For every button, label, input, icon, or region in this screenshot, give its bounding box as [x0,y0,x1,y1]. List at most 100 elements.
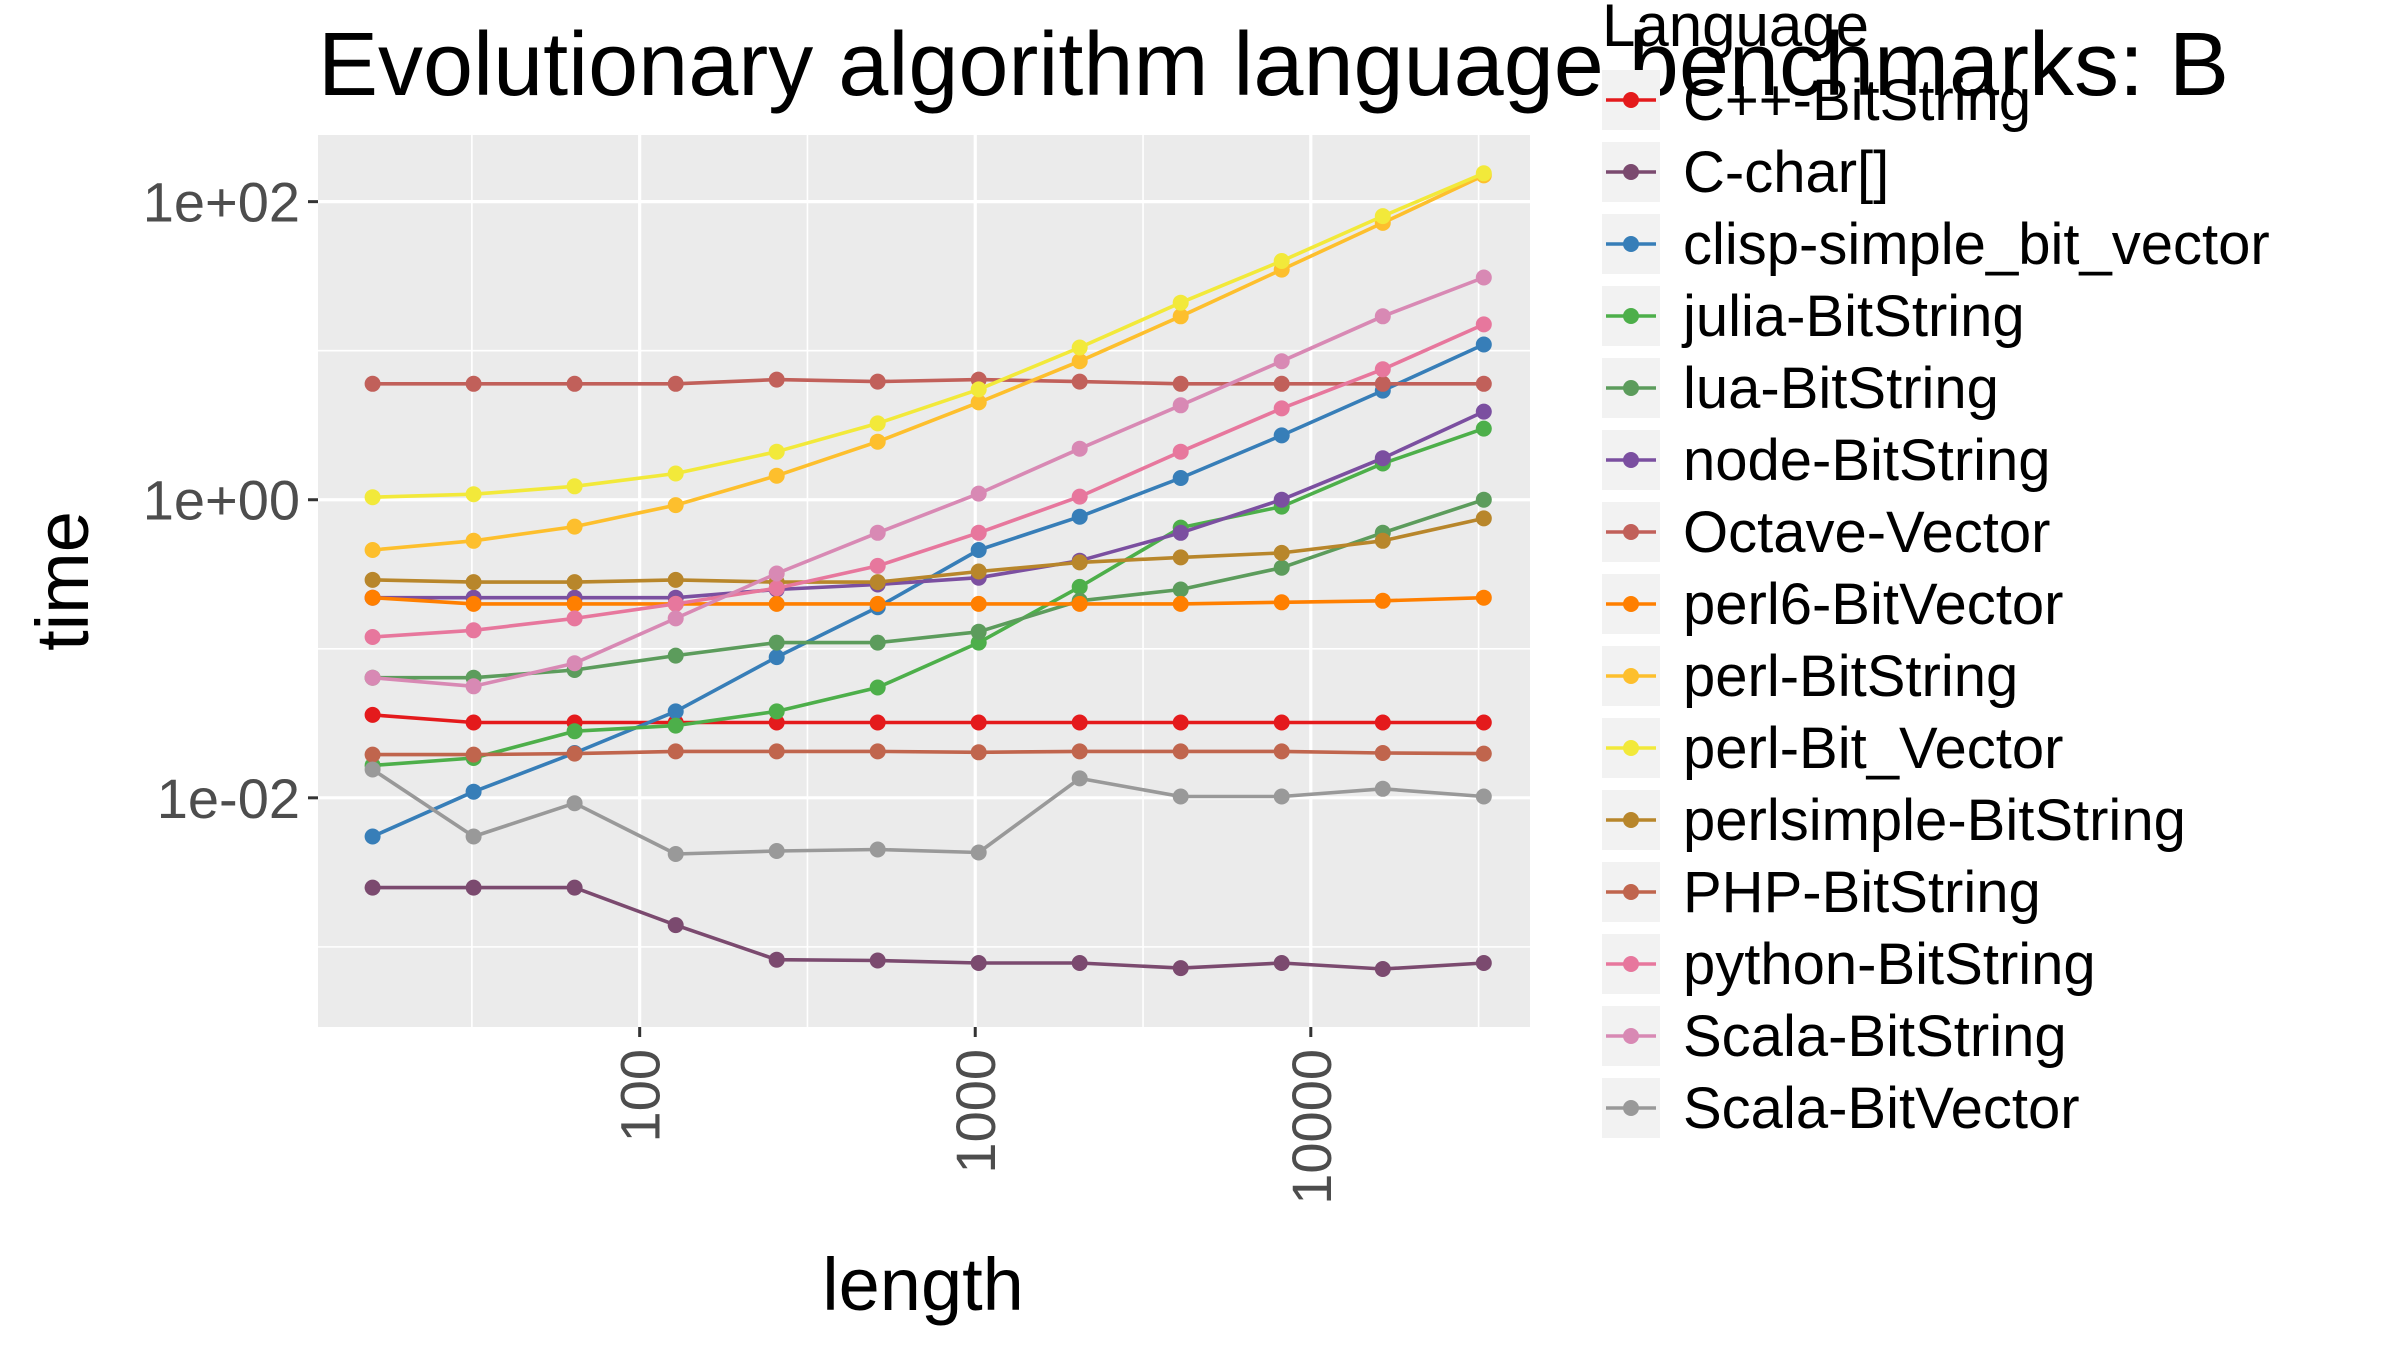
data-point [869,679,886,696]
legend-key-point [1623,1100,1639,1116]
data-point [869,714,886,731]
legend: Language C++-BitString C-char[] clisp-simp… [1602,0,2270,1141]
data-point [465,678,482,695]
data-point [869,952,886,969]
legend-item-php-bitstring: PHP-BitString [1602,860,2041,925]
data-point [869,841,886,858]
data-point [970,955,987,971]
data-point [1475,589,1492,606]
legend-key-point [1623,308,1639,324]
data-point [1374,961,1391,977]
data-point [1172,595,1189,612]
data-point [1273,955,1290,971]
legend-item-c-char: C-char[] [1602,140,1889,205]
data-point [364,571,381,588]
data-point [1172,549,1189,566]
data-point [1071,554,1088,571]
data-point [768,467,785,484]
data-point [465,746,482,763]
data-point [364,375,381,392]
x-axis-title: length [822,1243,1024,1326]
legend-label: clisp-simple_bit_vector [1683,212,2270,277]
series-scala-bitvector [364,761,1492,862]
data-point [1475,788,1492,805]
series-lua-bitstring [364,491,1492,686]
data-point [667,846,684,862]
data-point [869,595,886,612]
legend-key-point [1623,236,1639,252]
data-point [768,565,785,582]
legend-label: perl6-BitVector [1683,572,2063,637]
legend-item-scala-bitvector: Scala-BitVector [1602,1076,2080,1141]
legend-key-point [1623,668,1639,684]
legend-key-point [1623,1028,1639,1044]
data-point [1071,440,1088,457]
series-line-node-bitstring [372,409,1485,600]
data-point [1172,375,1189,392]
data-point [1273,544,1290,561]
data-point [768,371,785,388]
series-perl6-bitvector [364,589,1492,612]
data-point [970,524,987,541]
data-point [465,879,482,896]
data-point [1273,253,1290,269]
data-point [667,917,684,934]
data-point [1071,508,1088,525]
legend-title: Language [1602,0,1869,59]
y-tick-label: 1e-02 [157,767,300,830]
data-point [869,524,886,541]
data-point [1374,208,1391,225]
data-point [1475,420,1492,437]
data-point [1071,595,1088,612]
legend-key-point [1623,380,1639,396]
data-point [1071,955,1088,971]
series-line-c-bitstring [372,713,1484,725]
data-point [768,843,785,859]
data-point [1475,491,1492,508]
legend-item-node-bitstring: node-BitString [1602,428,2051,493]
chart-title: Evolutionary algorithm language benchmar… [318,15,2229,115]
data-point [1475,745,1492,762]
series-perl-bit-vector [364,165,1492,506]
data-point [667,717,684,734]
data-point [768,951,785,968]
series-line-scala-bitstring [372,275,1485,689]
data-point [970,485,987,502]
data-point [1273,714,1290,731]
data-point [566,375,583,392]
data-point [1172,397,1189,414]
legend-label: python-BitString [1683,932,2096,997]
data-point [869,415,886,432]
data-point [1374,361,1391,378]
data-point [667,571,684,588]
data-point [364,746,381,763]
series-layer [364,165,1492,977]
data-point [364,761,381,778]
data-point [970,394,987,411]
legend-label: node-BitString [1683,428,2051,493]
data-point [1273,400,1290,417]
series-line-lua-bitstring [372,497,1485,680]
data-point [970,542,987,558]
legend-label: Scala-BitVector [1683,1076,2080,1141]
legend-key-point [1623,452,1639,468]
legend-item-perl6-bitvector: perl6-BitVector [1602,572,2063,637]
data-point [1172,788,1189,805]
data-point [1374,308,1391,325]
data-point [1172,714,1189,731]
data-point [768,580,785,597]
series-perlsimple-bitstring [364,510,1492,591]
data-point [768,443,785,460]
legend-key-point [1623,524,1639,540]
y-tick-label: 1e+00 [143,469,300,532]
data-point [566,595,583,612]
data-point [869,433,886,450]
data-point [1475,714,1492,731]
data-point [1273,375,1290,392]
legend-label: C++-BitString [1683,68,2031,133]
legend-item-clisp-simple-bit-vector: clisp-simple_bit_vector [1602,212,2270,277]
data-point [1374,714,1391,731]
data-point [667,595,684,612]
data-point [364,589,381,606]
series-line-python-bitstring [372,322,1485,639]
